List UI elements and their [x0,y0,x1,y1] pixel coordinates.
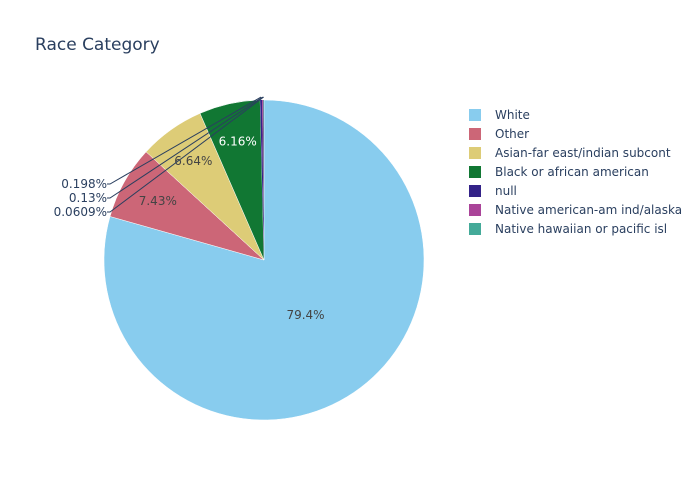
pie-labels: 79.4% 7.43% 6.64% 6.16% 0.0609%0.13%0.198% [54,96,325,322]
slice-label-outside: 0.198% [61,177,107,191]
legend-label: null [495,184,517,198]
legend: White Other Asian-far east/indian subcont B… [469,108,682,236]
leader-line [107,96,264,213]
legend-label: Native american-am ind/alaska [495,203,682,217]
legend-swatch [469,147,481,159]
legend-label: Native hawaiian or pacific isl [495,222,667,236]
slice-label: 7.43% [139,194,177,208]
legend-swatch [469,109,481,121]
leader-line [107,96,263,199]
slice-label-outside: 0.13% [69,191,107,205]
legend-swatch [469,185,481,197]
leader-line [107,96,262,185]
legend-label: Black or african american [495,165,649,179]
pie-slice-native-hawaiian-or-pacific-isl [263,100,264,260]
slice-label: 79.4% [286,308,324,322]
legend-item[interactable]: White [469,108,530,122]
legend-item[interactable]: Native american-am ind/alaska [469,203,682,217]
legend-label: Other [495,127,529,141]
legend-item[interactable]: Other [469,127,529,141]
legend-label: Asian-far east/indian subcont [495,146,671,160]
legend-swatch [469,223,481,235]
pie-slice-null [260,100,264,260]
legend-swatch [469,128,481,140]
slice-label: 6.64% [174,154,212,168]
legend-item[interactable]: Black or african american [469,165,649,179]
legend-item[interactable]: Asian-far east/indian subcont [469,146,671,160]
legend-swatch [469,204,481,216]
legend-label: White [495,108,530,122]
legend-swatch [469,166,481,178]
pie-slice-native-american-am-ind-alaska [262,100,264,261]
pie-slices [103,99,425,421]
legend-item[interactable]: null [469,184,517,198]
legend-item[interactable]: Native hawaiian or pacific isl [469,222,667,236]
slice-label-outside: 0.0609% [54,205,107,219]
chart-title: Race Category [35,35,160,55]
slice-label: 6.16% [219,134,257,148]
